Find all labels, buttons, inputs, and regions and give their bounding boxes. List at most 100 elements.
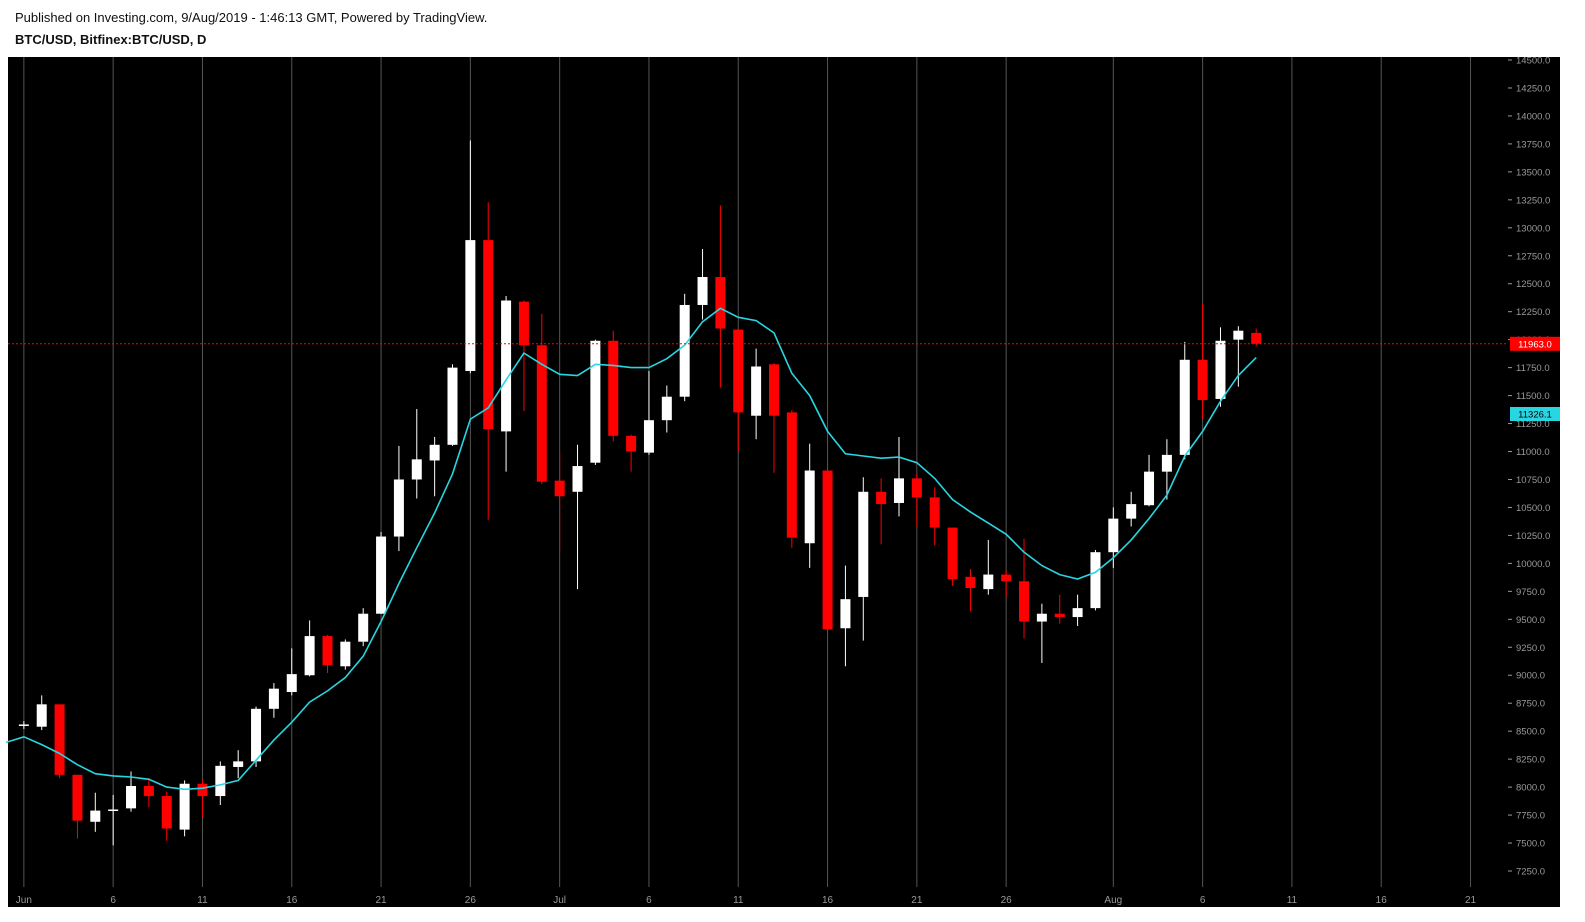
moving-average xyxy=(5,307,1257,791)
x-tick-label: 11 xyxy=(1287,895,1298,906)
y-tick-label: 11750.0 xyxy=(1516,363,1550,374)
time-axis-background xyxy=(8,887,1560,907)
time-axis: Jun 6 11 16 21 26 Jul 6 11 16 21 26 Aug 6 11 16 21 xyxy=(16,895,1477,906)
y-tick-label: 8500.0 xyxy=(1516,727,1545,738)
candles xyxy=(18,140,1262,846)
candle-body xyxy=(393,479,404,537)
candle-body xyxy=(554,480,565,497)
candle-body xyxy=(1001,574,1012,582)
candle-body xyxy=(626,435,637,452)
candle-body xyxy=(679,304,690,397)
candle-body xyxy=(1072,608,1083,618)
candle-body xyxy=(661,396,672,421)
candle-body xyxy=(608,340,619,436)
y-tick-label: 7250.0 xyxy=(1516,867,1545,878)
candle-body xyxy=(947,527,958,580)
y-tick-label: 11000.0 xyxy=(1516,447,1550,458)
candle-body xyxy=(143,785,154,797)
x-tick-label: 21 xyxy=(911,895,923,906)
candle-body xyxy=(1108,518,1119,553)
candle-body xyxy=(858,491,869,597)
candle-body xyxy=(1126,504,1137,519)
moving-average-line xyxy=(5,307,1257,791)
x-tick-label: 16 xyxy=(286,895,298,906)
candle-body xyxy=(894,478,904,503)
candle-body xyxy=(322,636,333,666)
candle-body xyxy=(518,301,529,346)
x-tick-label: 26 xyxy=(465,895,477,906)
y-tick-label: 10000.0 xyxy=(1516,559,1550,570)
plot-background xyxy=(8,57,1508,887)
candle-body xyxy=(286,674,297,693)
candle-body xyxy=(1019,581,1030,622)
candle-body xyxy=(126,785,137,809)
candle-body xyxy=(72,774,83,821)
candle-body xyxy=(161,796,172,829)
candle-body xyxy=(340,641,351,667)
candle-body xyxy=(1251,332,1262,344)
y-tick-label: 11250.0 xyxy=(1516,419,1550,430)
candle-body xyxy=(965,576,976,588)
candle-body xyxy=(197,783,208,797)
y-tick-label: 14250.0 xyxy=(1516,83,1550,94)
candle-body xyxy=(786,412,797,538)
x-tick-label: 6 xyxy=(646,895,652,906)
candle-body xyxy=(268,688,279,709)
y-tick-label: 8000.0 xyxy=(1516,783,1545,794)
candle-body xyxy=(751,366,762,416)
candle-body xyxy=(536,345,547,482)
y-tick-label: 9750.0 xyxy=(1516,587,1545,598)
candle-body xyxy=(590,340,601,463)
x-tick-label: 11 xyxy=(197,895,208,906)
y-tick-label: 10250.0 xyxy=(1516,531,1550,542)
y-tick-label: 14000.0 xyxy=(1516,111,1550,122)
candle-body xyxy=(1144,471,1155,506)
candle-body xyxy=(1161,454,1172,472)
y-tick-label: 12250.0 xyxy=(1516,307,1550,318)
candle-body xyxy=(929,497,940,528)
candle-body xyxy=(1197,359,1208,401)
y-tick-label: 9250.0 xyxy=(1516,643,1545,654)
candle-body xyxy=(840,599,851,629)
candle-body xyxy=(911,478,922,498)
candle-body xyxy=(411,459,422,480)
x-tick-label: 21 xyxy=(1465,895,1477,906)
y-tick-label: 7750.0 xyxy=(1516,811,1545,822)
symbol-title: BTC/USD, Bitfinex:BTC/USD, D xyxy=(15,32,207,47)
candle-body xyxy=(90,810,101,822)
x-tick-label: 21 xyxy=(375,895,387,906)
candle-body xyxy=(697,277,708,305)
y-tick-label: 13500.0 xyxy=(1516,167,1550,178)
candle-body xyxy=(358,613,369,642)
y-tick-label: 7500.0 xyxy=(1516,839,1545,850)
y-tick-label: 13750.0 xyxy=(1516,139,1550,150)
candle-body xyxy=(465,240,476,371)
candle-body xyxy=(1054,613,1065,618)
candle-body xyxy=(1179,359,1190,455)
candle-body xyxy=(572,466,583,492)
candle-body xyxy=(251,708,262,762)
candle-body xyxy=(804,470,815,544)
candle-body xyxy=(215,765,226,797)
y-tick-label: 14500.0 xyxy=(1516,56,1550,67)
y-tick-label: 12750.0 xyxy=(1516,251,1550,262)
y-tick-label: 13250.0 xyxy=(1516,195,1550,206)
ma-value-label-bg xyxy=(1510,407,1560,421)
published-caption: Published on Investing.com, 9/Aug/2019 -… xyxy=(15,10,488,25)
candle-body xyxy=(429,444,440,461)
x-tick-label: Aug xyxy=(1104,895,1122,906)
candle-body xyxy=(36,704,47,727)
candle-body xyxy=(18,724,29,726)
x-tick-label: 6 xyxy=(1200,895,1206,906)
y-tick-label: 13000.0 xyxy=(1516,223,1550,234)
x-tick-label: 6 xyxy=(110,895,116,906)
candle-body xyxy=(768,364,779,416)
x-tick-label: 16 xyxy=(822,895,834,906)
candle-body xyxy=(447,367,458,445)
candle-body xyxy=(822,470,833,630)
candle-body xyxy=(1090,552,1101,609)
candle-body xyxy=(733,329,744,413)
x-tick-label: 16 xyxy=(1376,895,1388,906)
candle-body xyxy=(179,783,190,830)
